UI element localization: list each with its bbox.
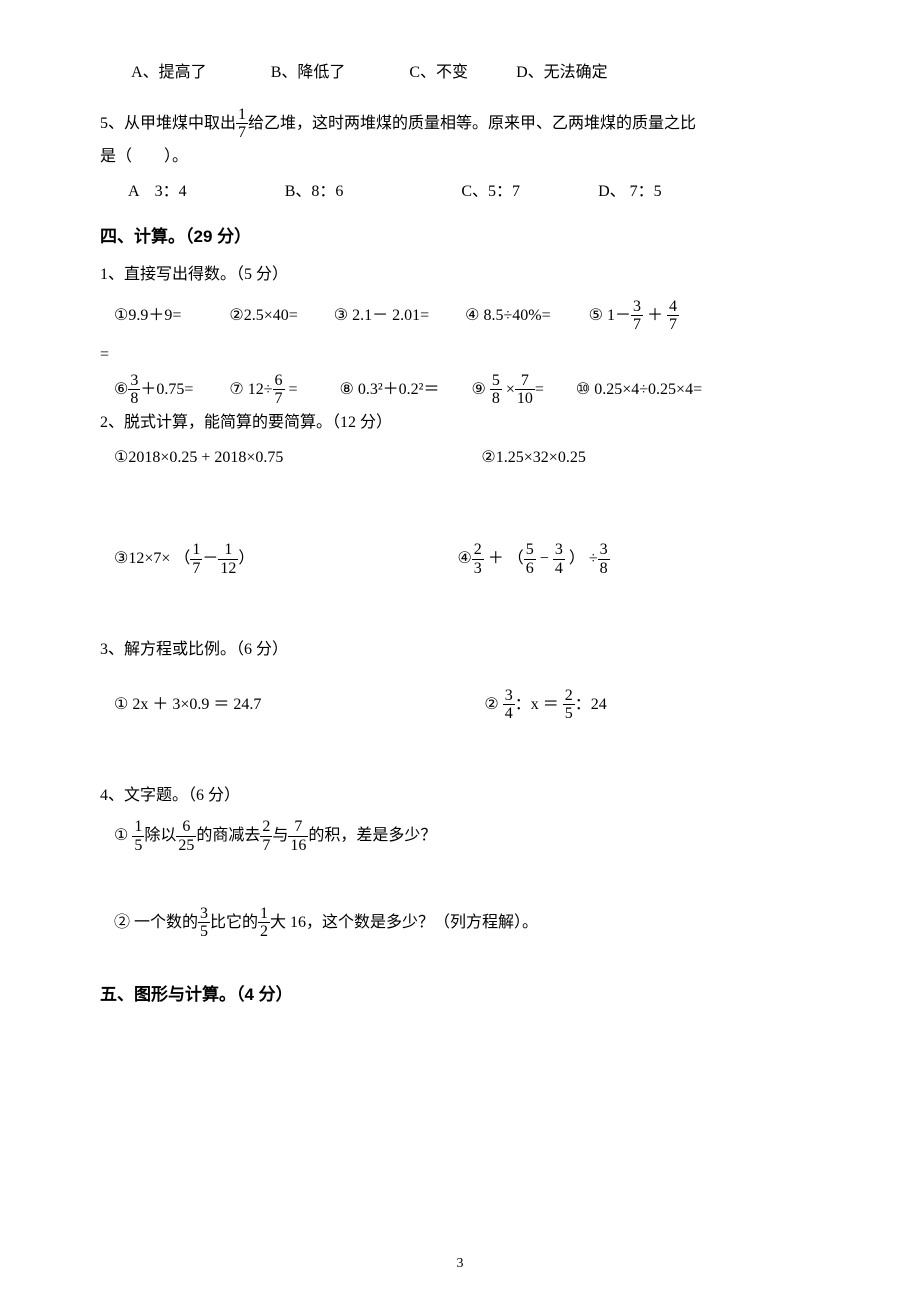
p1-c9-lab: ⑨ — [471, 380, 489, 397]
p1-c10: ⑩ 0.25×4÷0.25×4= — [576, 380, 702, 397]
p3-e2-a: ：x ＝ — [515, 695, 563, 712]
p1-c4: ④ 8.5÷40%= — [465, 307, 550, 324]
p4-e1-f3: 27 — [260, 818, 272, 854]
choice-d: D、无法确定 — [516, 64, 608, 81]
p4-title: 4、文字题。（6 分） — [100, 783, 830, 809]
p2-e4-f4: 38 — [598, 541, 610, 577]
p1-c5-pre: ⑤ 1－ — [589, 307, 631, 324]
q5-choices: A 3：4 B、8：6 C、5：7 D、 7：5 — [100, 179, 830, 205]
p4-e1: ① 15除以625的商减去27与716的积，差是多少？ — [114, 818, 830, 854]
p4-e1-f2: 625 — [176, 818, 196, 854]
p4-e2: ② 一个数的35比它的12大 16，这个数是多少？（列方程解）。 — [114, 905, 830, 941]
q5-choice-a: A 3：4 — [128, 183, 187, 200]
q5-prefix: 5、从甲堆煤中取出 — [100, 114, 236, 131]
p1-c6-lab: ⑥ — [114, 380, 128, 397]
p2-title: 2、脱式计算，能简算的要简算。（12 分） — [100, 410, 830, 436]
q5-line2: 是（ ）。 — [100, 144, 830, 170]
p2-e3-suf: ） — [238, 550, 254, 567]
q5-choice-b: B、8：6 — [285, 183, 344, 200]
p1-c7-frac: 67 — [273, 372, 285, 408]
p2-e1: ①2018×0.25 + 2018×0.75 — [114, 449, 283, 466]
p1-c5-plus: ＋ — [643, 307, 667, 324]
p2-e3-pre: ③12×7× （ — [114, 550, 190, 567]
p3-e1: ① 2x ＋ 3×0.9 ＝ 24.7 — [114, 695, 261, 712]
p1-c8: ⑧ 0.3²＋0.2²＝ — [340, 380, 440, 397]
p4-e1-a: 除以 — [144, 827, 176, 844]
p3-title: 3、解方程或比例。（6 分） — [100, 637, 830, 663]
p1-c6-frac: 38 — [128, 372, 140, 408]
p1-c2: ②2.5×40= — [229, 307, 297, 324]
p1-c3: ③ 2.1－ 2.01= — [334, 307, 429, 324]
p2-e3-f2: 112 — [218, 541, 238, 577]
choice-c: C、不变 — [409, 64, 468, 81]
p1-c9-f1: 58 — [490, 372, 502, 408]
p4-e2-f2: 12 — [258, 905, 270, 941]
q5-suffix: 给乙堆，这时两堆煤的质量相等。原来甲、乙两堆煤的质量之比 — [248, 114, 696, 131]
p1-row1: ①9.9＋9= ②2.5×40= ③ 2.1－ 2.01= ④ 8.5÷40%=… — [114, 298, 830, 334]
p3-e2-f1: 34 — [503, 687, 515, 723]
p3-row: ① 2x ＋ 3×0.9 ＝ 24.7 ② 34：x ＝ 25：24 — [114, 687, 830, 723]
p1-c5-eq: = — [100, 342, 830, 368]
p4-e2-f1: 35 — [198, 905, 210, 941]
page-number: 3 — [0, 1256, 920, 1272]
p2-e4-f3: 34 — [553, 541, 565, 577]
choice-b: B、降低了 — [271, 64, 346, 81]
p2-e4-lab: ④ — [457, 550, 471, 567]
p4-e2-a: 比它的 — [210, 913, 258, 930]
prev-choices-row: A、提高了 B、降低了 C、不变 D、无法确定 — [100, 60, 830, 86]
p3-e2-b: ：24 — [575, 695, 607, 712]
p4-e1-b: 的商减去 — [196, 827, 260, 844]
p4-e1-d: 的积，差是多少？ — [308, 827, 436, 844]
p4-e1-f4: 716 — [288, 818, 308, 854]
p1-c7-pre: ⑦ 12÷ — [229, 380, 272, 397]
p1-row2: ⑥38＋0.75= ⑦ 12÷67 = ⑧ 0.3²＋0.2²＝ ⑨ 58 ×7… — [114, 372, 830, 408]
p1-c7-suf: = — [285, 380, 298, 397]
q5-choice-d: D、 7：5 — [598, 183, 662, 200]
p4-e1-f1: 15 — [132, 818, 144, 854]
p3-e2-f2: 25 — [563, 687, 575, 723]
p2-e4-f1: 23 — [472, 541, 484, 577]
q5-stem: 5、从甲堆煤中取出17给乙堆，这时两堆煤的质量相等。原来甲、乙两堆煤的质量之比 — [100, 106, 830, 142]
q5-frac: 17 — [236, 106, 248, 142]
choice-a: A、提高了 — [131, 64, 207, 81]
section5-title: 五、图形与计算。（4 分） — [100, 981, 830, 1008]
p1-title: 1、直接写出得数。（5 分） — [100, 262, 830, 288]
p3-e2-lab: ② — [484, 695, 502, 712]
p2-e4-b: − — [536, 550, 553, 567]
p2-e4-f2: 56 — [524, 541, 536, 577]
p1-c5-f2: 47 — [667, 298, 679, 334]
p4-e2-lab: ② 一个数的 — [114, 913, 198, 930]
p2-e3-f1: 17 — [190, 541, 202, 577]
p4-e1-c: 与 — [272, 827, 288, 844]
p2-e4-c: ） ÷ — [565, 550, 598, 567]
p1-c1: ①9.9＋9= — [114, 307, 181, 324]
p2-e2: ②1.25×32×0.25 — [481, 449, 585, 466]
p4-e1-lab: ① — [114, 827, 132, 844]
p1-c5-f1: 37 — [631, 298, 643, 334]
p2-e4-a: ＋ （ — [484, 550, 524, 567]
p2-row1: ①2018×0.25 + 2018×0.75 ②1.25×32×0.25 — [114, 445, 830, 471]
section4-title: 四、计算。（29 分） — [100, 223, 830, 250]
p1-c9-suf: = — [535, 380, 544, 397]
p2-e3-minus: － — [202, 550, 218, 567]
p1-c9-mid: × — [502, 380, 515, 397]
q5-choice-c: C、5：7 — [461, 183, 520, 200]
p2-row2: ③12×7× （17－112） ④23 ＋ （56 − 34 ） ÷38 — [114, 541, 830, 577]
p1-c6-suf: ＋0.75= — [140, 380, 193, 397]
p1-c9-f2: 710 — [515, 372, 535, 408]
p4-e2-b: 大 16，这个数是多少？（列方程解）。 — [270, 913, 538, 930]
